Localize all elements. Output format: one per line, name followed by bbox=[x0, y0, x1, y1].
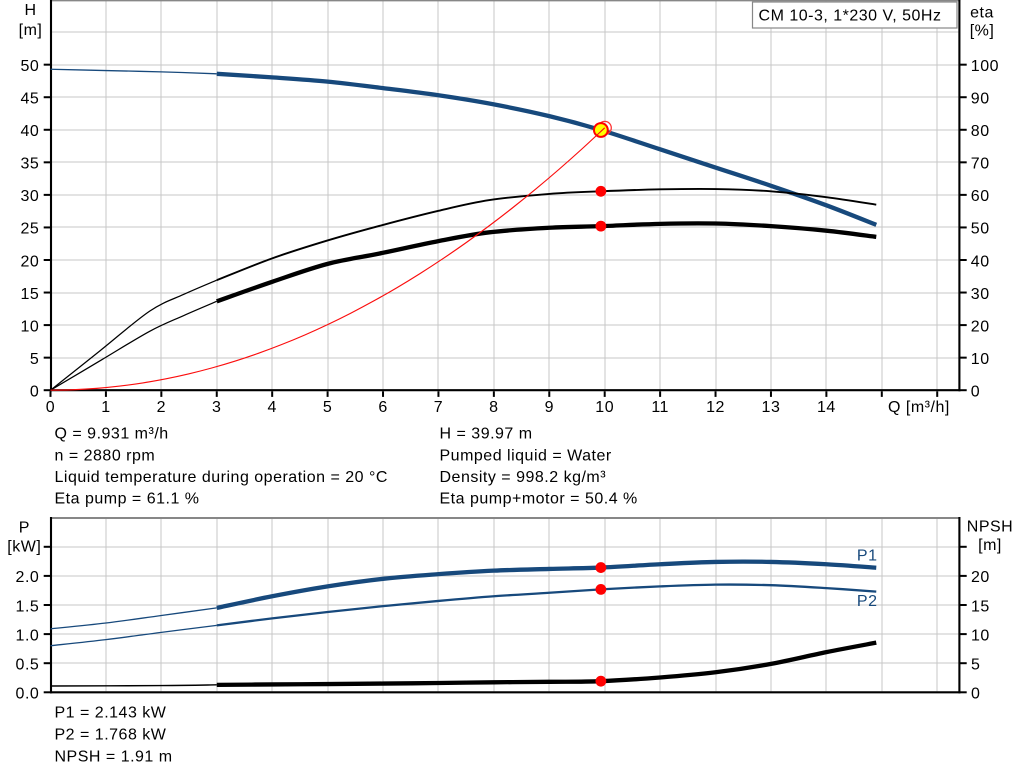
svg-text:P2 = 1.768 kW: P2 = 1.768 kW bbox=[55, 727, 167, 744]
svg-text:2: 2 bbox=[157, 399, 166, 416]
svg-text:10: 10 bbox=[595, 399, 614, 416]
svg-text:15: 15 bbox=[971, 598, 990, 615]
svg-text:5: 5 bbox=[323, 399, 332, 416]
svg-text:P1 = 2.143 kW: P1 = 2.143 kW bbox=[55, 705, 167, 722]
svg-text:0: 0 bbox=[30, 384, 39, 401]
svg-text:eta: eta bbox=[970, 4, 994, 21]
svg-text:Density = 998.2 kg/m³: Density = 998.2 kg/m³ bbox=[440, 469, 607, 486]
svg-text:50: 50 bbox=[21, 58, 40, 75]
svg-text:90: 90 bbox=[971, 91, 990, 108]
svg-text:H = 39.97 m: H = 39.97 m bbox=[440, 426, 533, 443]
svg-text:8: 8 bbox=[489, 399, 498, 416]
svg-text:6: 6 bbox=[378, 399, 387, 416]
svg-text:3: 3 bbox=[212, 399, 221, 416]
svg-text:10: 10 bbox=[21, 318, 40, 335]
svg-text:100: 100 bbox=[971, 58, 999, 75]
svg-text:Pumped liquid = Water: Pumped liquid = Water bbox=[440, 447, 612, 464]
svg-text:H: H bbox=[24, 2, 36, 19]
svg-text:20: 20 bbox=[21, 253, 40, 270]
svg-text:[kW]: [kW] bbox=[7, 538, 41, 555]
svg-text:45: 45 bbox=[21, 91, 40, 108]
svg-text:0.0: 0.0 bbox=[16, 686, 40, 703]
svg-text:10: 10 bbox=[971, 351, 990, 368]
svg-text:[m]: [m] bbox=[19, 22, 43, 39]
svg-text:40: 40 bbox=[21, 123, 40, 140]
svg-text:30: 30 bbox=[971, 286, 990, 303]
svg-text:0.5: 0.5 bbox=[16, 657, 40, 674]
svg-text:0: 0 bbox=[971, 686, 980, 703]
svg-text:NPSH: NPSH bbox=[967, 519, 1013, 536]
svg-text:70: 70 bbox=[971, 156, 990, 173]
svg-text:2.0: 2.0 bbox=[16, 569, 40, 586]
svg-text:[%]: [%] bbox=[970, 22, 995, 39]
svg-text:11: 11 bbox=[651, 399, 669, 416]
svg-text:5: 5 bbox=[971, 657, 980, 674]
svg-text:1.5: 1.5 bbox=[16, 598, 40, 615]
svg-text:14: 14 bbox=[817, 399, 836, 416]
svg-text:Q [m³/h]: Q [m³/h] bbox=[888, 399, 950, 416]
svg-text:12: 12 bbox=[706, 399, 725, 416]
svg-text:7: 7 bbox=[434, 399, 443, 416]
svg-text:1: 1 bbox=[101, 399, 110, 416]
svg-text:20: 20 bbox=[971, 569, 990, 586]
svg-text:P2: P2 bbox=[857, 593, 878, 610]
svg-text:NPSH = 1.91 m: NPSH = 1.91 m bbox=[55, 748, 173, 765]
svg-text:4: 4 bbox=[267, 399, 276, 416]
svg-text:40: 40 bbox=[971, 253, 990, 270]
svg-text:n = 2880 rpm: n = 2880 rpm bbox=[55, 447, 156, 464]
svg-text:5: 5 bbox=[30, 351, 39, 368]
svg-text:[m]: [m] bbox=[978, 537, 1002, 554]
svg-text:Liquid temperature during oper: Liquid temperature during operation = 20… bbox=[55, 469, 388, 486]
svg-text:0: 0 bbox=[971, 384, 980, 401]
svg-text:Q = 9.931 m³/h: Q = 9.931 m³/h bbox=[55, 426, 169, 443]
svg-text:9: 9 bbox=[545, 399, 554, 416]
svg-text:20: 20 bbox=[971, 318, 990, 335]
svg-text:10: 10 bbox=[971, 627, 990, 644]
svg-text:80: 80 bbox=[971, 123, 990, 140]
svg-text:30: 30 bbox=[21, 188, 40, 205]
svg-text:15: 15 bbox=[21, 286, 40, 303]
svg-text:Eta pump+motor = 50.4 %: Eta pump+motor = 50.4 % bbox=[440, 491, 638, 508]
svg-text:P1: P1 bbox=[857, 548, 878, 565]
svg-text:P: P bbox=[19, 519, 30, 536]
svg-text:35: 35 bbox=[21, 156, 40, 173]
svg-text:60: 60 bbox=[971, 188, 990, 205]
svg-text:1.0: 1.0 bbox=[16, 627, 40, 644]
svg-text:0: 0 bbox=[46, 399, 55, 416]
svg-text:Eta pump = 61.1 %: Eta pump = 61.1 % bbox=[55, 491, 200, 508]
svg-text:13: 13 bbox=[762, 399, 781, 416]
svg-text:50: 50 bbox=[971, 221, 990, 238]
svg-text:25: 25 bbox=[21, 221, 40, 238]
svg-text:CM 10-3, 1*230 V, 50Hz: CM 10-3, 1*230 V, 50Hz bbox=[759, 8, 942, 25]
